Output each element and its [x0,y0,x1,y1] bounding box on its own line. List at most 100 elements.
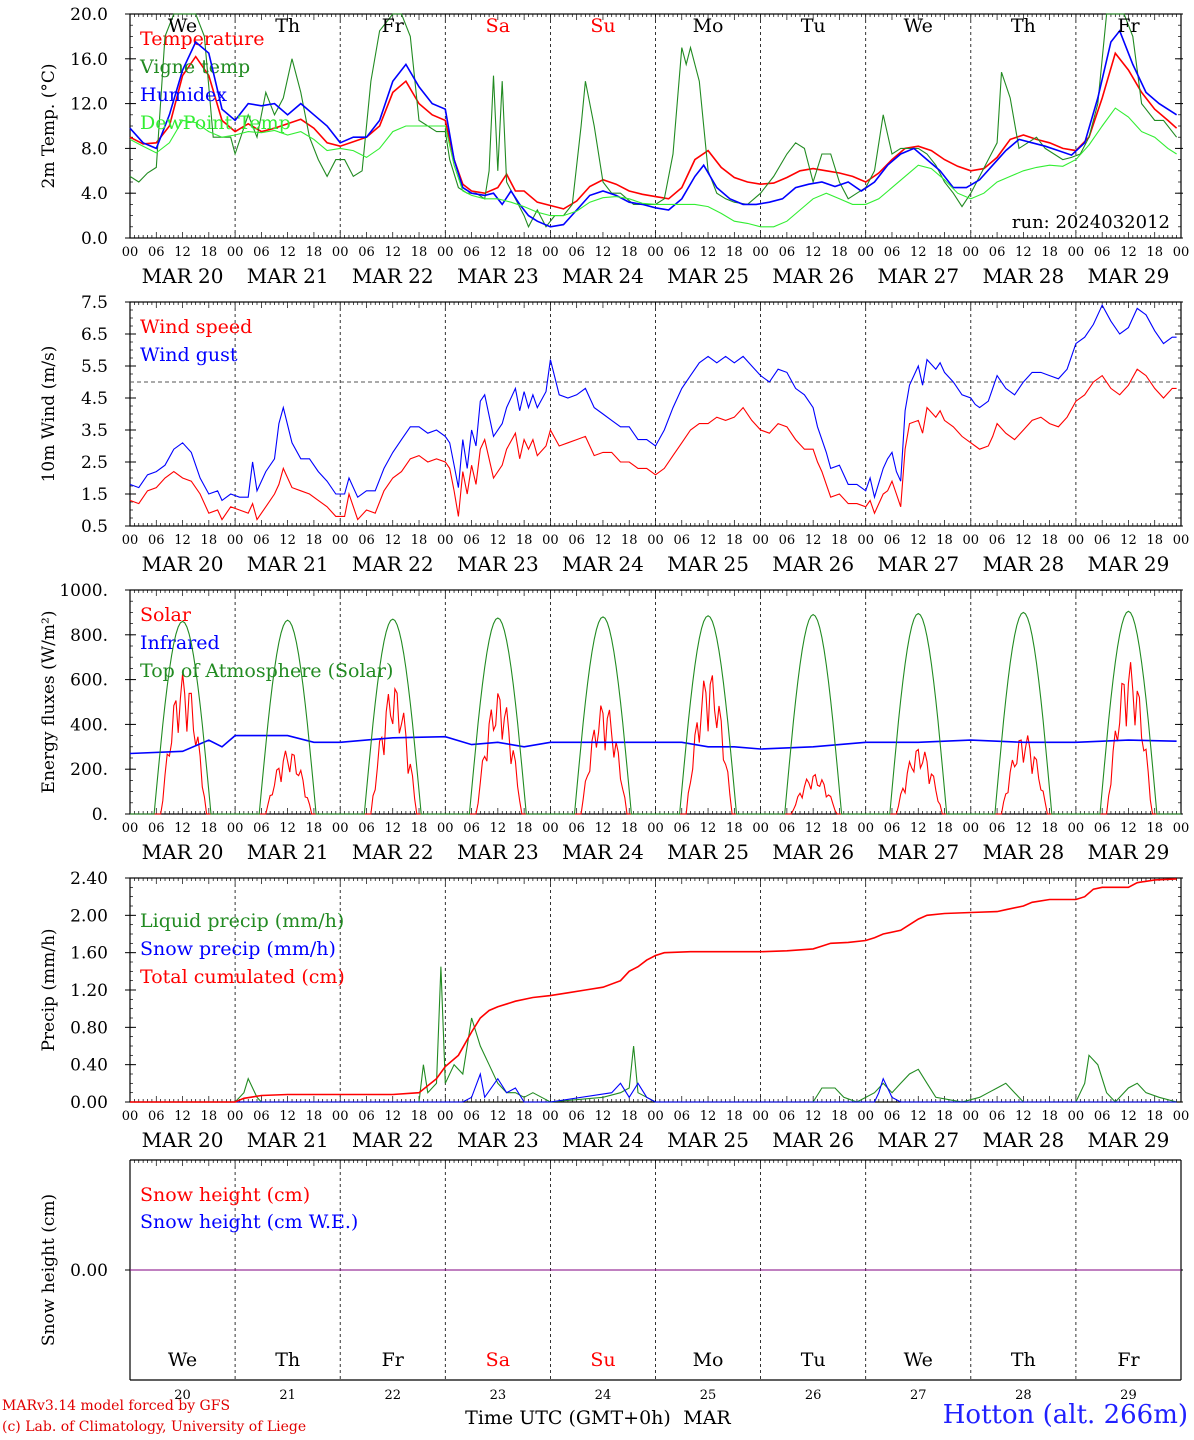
legend-entry: Top of Atmosphere (Solar) [140,660,393,682]
model-credit: MARv3.14 model forced by GFS [2,1398,231,1414]
hour-tick-label: 00 [227,1109,244,1124]
legend-entry: Wind gust [140,344,238,366]
hour-tick-label: 12 [700,533,717,548]
hour-tick-label: 18 [201,533,218,548]
x-axis-label: Time UTC (GMT+0h) [465,1407,671,1429]
hour-tick-label: 12 [805,245,822,260]
hour-tick-label: 18 [621,821,638,836]
weekday-label: We [904,1349,933,1371]
date-label: MAR 23 [457,552,539,576]
hour-tick-label: 18 [516,245,533,260]
date-label: MAR 24 [562,840,644,864]
hour-tick-label: 18 [936,245,953,260]
hour-tick-label: 00 [437,1109,454,1124]
y-tick-label: 5.5 [81,357,108,377]
hour-tick-label: 06 [358,821,375,836]
hour-tick-label: 06 [779,533,796,548]
hour-tick-label: 18 [621,245,638,260]
y-tick-label: 2.00 [70,906,108,926]
hour-tick-label: 00 [752,245,769,260]
hour-tick-label: 06 [568,821,585,836]
hour-tick-label: 18 [726,533,743,548]
day-number: 23 [490,1388,507,1403]
hour-tick-label: 06 [884,245,901,260]
hour-tick-label: 12 [805,533,822,548]
legend-entry: Temperature [140,28,264,50]
hour-tick-label: 00 [122,1109,139,1124]
legend-entry: Snow height (cm) [140,1184,310,1206]
hour-tick-label: 00 [963,1109,980,1124]
hour-tick-label: 18 [411,533,428,548]
hour-tick-label: 12 [910,533,927,548]
hour-tick-label: 18 [411,1109,428,1124]
hour-tick-label: 06 [568,533,585,548]
hour-tick-label: 12 [279,533,296,548]
hour-tick-label: 12 [384,821,401,836]
hour-tick-label: 00 [647,1109,664,1124]
hour-tick-label: 12 [805,1109,822,1124]
date-label: MAR 20 [142,1128,224,1152]
y-tick-label: 600. [70,671,108,691]
hour-tick-label: 00 [437,533,454,548]
y-tick-label: 800. [70,626,108,646]
y-tick-label: 4.5 [81,389,108,409]
hour-tick-label: 00 [752,821,769,836]
y-tick-label: 12.0 [70,95,108,115]
y-tick-label: 16.0 [70,50,108,70]
series-line [129,29,1178,228]
weekday-label: Sa [486,15,510,37]
hour-tick-label: 18 [1041,533,1058,548]
hour-tick-label: 18 [831,533,848,548]
station-label: Hotton (alt. 266m) [942,1400,1188,1430]
weekday-label: Fr [382,1349,405,1371]
date-label: MAR 27 [877,1128,959,1152]
date-label: MAR 26 [772,552,854,576]
legend-entry: Humidex [140,84,227,106]
hour-tick-label: 00 [1173,245,1190,260]
y-tick-label: 2.5 [81,453,108,473]
hour-tick-label: 12 [700,1109,717,1124]
hour-tick-label: 06 [779,245,796,260]
hour-tick-label: 06 [148,821,165,836]
hour-tick-label: 12 [595,1109,612,1124]
hour-tick-label: 06 [674,245,691,260]
hour-tick-label: 06 [253,245,270,260]
date-label: MAR 23 [457,264,539,288]
date-label: MAR 20 [142,552,224,576]
date-label: MAR 22 [352,264,434,288]
y-tick-label: 1000. [59,581,108,601]
hour-tick-label: 06 [358,533,375,548]
month-label: MAR [683,1407,731,1429]
hour-tick-label: 06 [148,533,165,548]
hour-tick-label: 00 [122,821,139,836]
hour-tick-label: 12 [384,1109,401,1124]
hour-tick-label: 06 [1094,245,1111,260]
panel-2: 0.5 1.5 2.5 3.5 4.5 5.5 6.5 7.5 10m Wind (m/s) Wi… [39,293,1189,576]
date-label: MAR 28 [982,552,1064,576]
series-line [129,734,1177,755]
hour-tick-label: 06 [253,821,270,836]
day-number: 21 [279,1388,296,1403]
series-line [129,303,1177,502]
y-tick-label: 0.00 [70,1261,108,1281]
date-label: MAR 25 [667,1128,749,1152]
date-label: MAR 21 [247,264,329,288]
y-axis-label: 2m Temp. (°C) [39,63,59,188]
hour-tick-label: 18 [306,245,323,260]
y-axis-label: Snow height (cm) [39,1194,59,1346]
hour-tick-label: 18 [831,245,848,260]
hour-tick-label: 18 [516,1109,533,1124]
weekday-label: We [168,1349,197,1371]
hour-tick-label: 12 [805,821,822,836]
date-label: MAR 28 [982,264,1064,288]
weekday-label: Sa [486,1349,510,1371]
hour-tick-label: 18 [1146,533,1163,548]
day-number: 20 [174,1388,191,1403]
date-label: MAR 21 [247,1128,329,1152]
legend-entry: Wind speed [140,316,252,338]
y-axis-label: Precip (mm/h) [39,928,59,1051]
day-number: 27 [910,1388,927,1403]
hour-tick-label: 06 [358,245,375,260]
hour-tick-label: 00 [1068,533,1085,548]
